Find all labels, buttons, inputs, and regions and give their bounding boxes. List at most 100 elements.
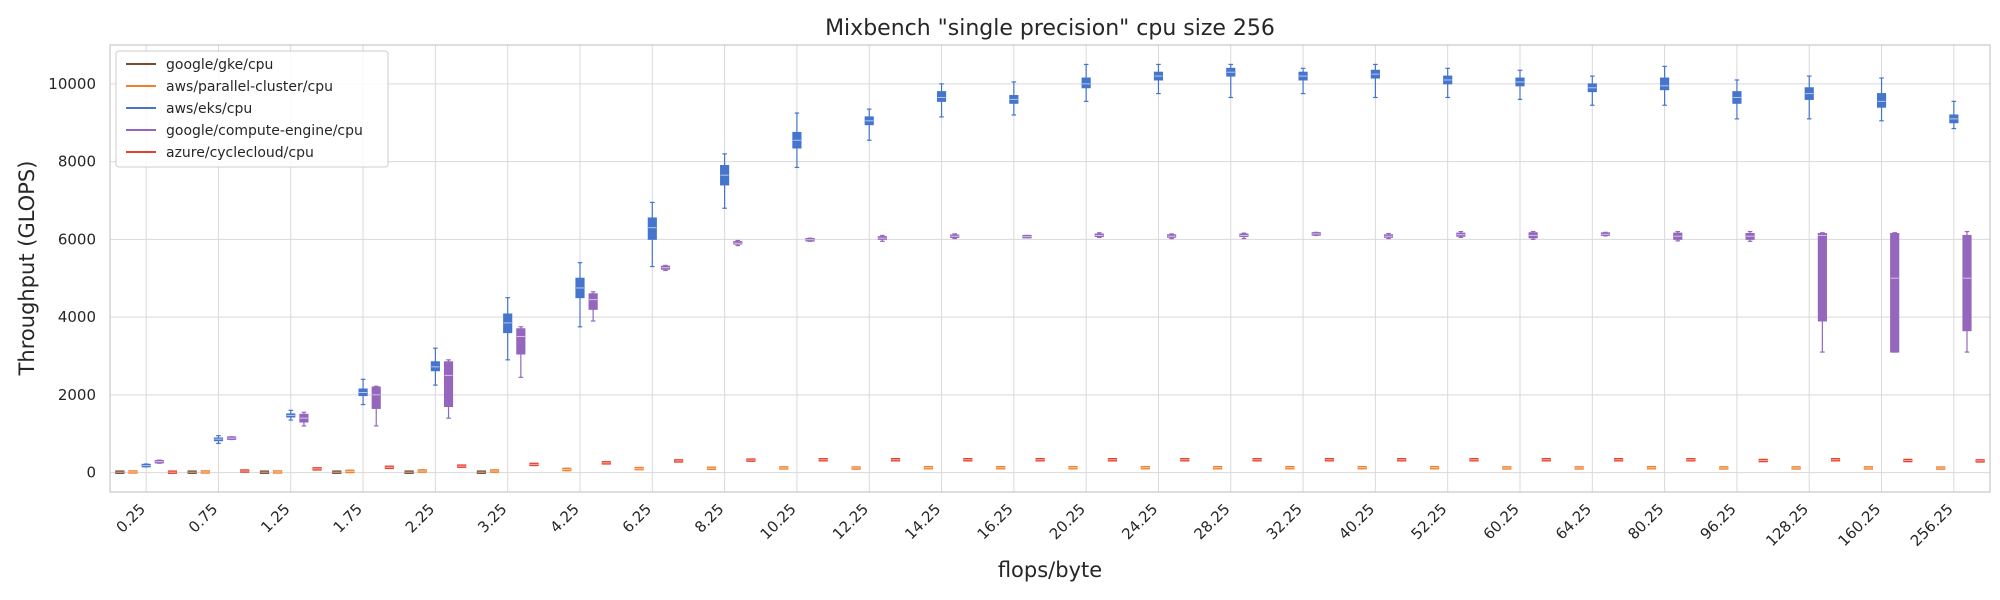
box-3-2	[299, 411, 309, 427]
x-tick-label: 0.25	[113, 500, 149, 536]
box-1-11	[923, 465, 933, 470]
box-2-20	[1587, 75, 1597, 106]
x-tick-label: 3.25	[474, 500, 510, 536]
box-3-10	[877, 234, 887, 242]
x-tick-label: 16.25	[974, 500, 1017, 543]
box-1-19	[1502, 466, 1512, 470]
box-3-4	[443, 359, 454, 419]
box-3-15	[1239, 232, 1249, 240]
box-1-0	[128, 470, 138, 474]
box-iqr	[516, 328, 526, 355]
legend-label: azure/cyclecloud/cpu	[166, 145, 314, 161]
box-2-0	[141, 463, 151, 468]
y-axis-label: Throughput (GLOPS)	[15, 161, 39, 377]
box-4-19	[1541, 457, 1551, 462]
chart-title: Mixbench "single precision" cpu size 256	[825, 16, 1275, 41]
box-1-5	[489, 469, 500, 473]
box-1-12	[996, 465, 1006, 470]
box-1-1	[200, 470, 210, 474]
box-3-12	[1022, 234, 1032, 239]
box-2-19	[1515, 69, 1525, 101]
x-tick-label: 14.25	[901, 500, 944, 543]
box-0-5	[476, 470, 486, 474]
y-tick-labels: 0 2000 4000 6000 8000 10000	[48, 75, 96, 482]
box-3-22	[1745, 230, 1755, 242]
box-1-25	[1936, 466, 1946, 470]
box-1-9	[779, 466, 789, 470]
box-3-8	[733, 239, 743, 247]
box-iqr	[1876, 93, 1887, 108]
box-3-17	[1383, 232, 1394, 240]
box-2-11	[936, 83, 947, 118]
x-axis-label: flops/byte	[998, 558, 1102, 582]
box-4-1	[240, 469, 250, 473]
box-0-2	[259, 470, 270, 474]
box-iqr	[1081, 77, 1091, 89]
x-tick-labels: 0.25 0.75 1.25 1.75 2.25 3.25 4.25 6.25 8.25 10.2…	[113, 500, 1957, 550]
box-1-4	[417, 469, 427, 473]
x-tick-label: 8.25	[691, 500, 727, 536]
box-3-0	[154, 459, 164, 464]
box-3-5	[516, 326, 526, 378]
box-iqr	[1890, 233, 1900, 353]
y-tick-label: 4000	[58, 308, 96, 326]
box-4-2	[312, 467, 322, 471]
box-2-10	[864, 108, 874, 141]
box-2-12	[1009, 81, 1019, 116]
box-0-0	[115, 470, 125, 474]
box-4-18	[1469, 457, 1479, 462]
box-2-21	[1660, 65, 1670, 106]
box-4-7	[674, 459, 684, 463]
box-4-20	[1614, 457, 1624, 462]
box-4-15	[1252, 457, 1262, 462]
x-tick-label: 256.25	[1907, 500, 1957, 550]
box-1-14	[1140, 465, 1150, 470]
x-tick-label: 28.25	[1190, 500, 1233, 543]
x-tick-label: 60.25	[1480, 500, 1523, 543]
box-1-17	[1357, 465, 1367, 470]
x-tick-label: 20.25	[1046, 500, 1089, 543]
legend: google/gke/cpu aws/parallel-cluster/cpu aw…	[115, 50, 389, 168]
box-plots	[115, 63, 1985, 474]
box-1-6	[562, 467, 572, 472]
box-2-9	[792, 112, 802, 169]
box-iqr	[1660, 77, 1670, 91]
box-3-24	[1890, 232, 1900, 353]
box-1-22	[1719, 466, 1729, 470]
box-iqr	[936, 91, 947, 102]
x-tick-label: 10.25	[757, 500, 800, 543]
x-tick-label: 128.25	[1762, 500, 1812, 550]
box-2-14	[1153, 63, 1164, 95]
box-2-2	[286, 409, 296, 421]
box-iqr	[647, 217, 657, 240]
box-4-25	[1975, 459, 1985, 463]
box-3-14	[1167, 233, 1177, 240]
box-2-25	[1949, 100, 1959, 130]
box-1-24	[1863, 466, 1873, 470]
box-3-9	[805, 237, 815, 242]
box-1-7	[634, 466, 644, 471]
box-2-23	[1804, 75, 1814, 120]
y-tick-label: 8000	[58, 153, 96, 171]
box-iqr	[1962, 234, 1972, 332]
box-iqr	[1817, 233, 1827, 322]
box-3-7	[660, 264, 671, 272]
box-iqr	[443, 361, 454, 407]
box-4-9	[818, 457, 828, 462]
x-tick-label: 24.25	[1118, 500, 1161, 543]
box-2-22	[1732, 79, 1742, 120]
legend-label: google/gke/cpu	[166, 57, 273, 73]
box-1-15	[1213, 465, 1223, 470]
box-3-21	[1673, 230, 1683, 242]
x-tick-label: 40.25	[1335, 500, 1378, 543]
x-tick-label: 6.25	[619, 500, 655, 536]
x-tick-label: 1.25	[257, 500, 293, 536]
box-4-17	[1397, 457, 1407, 462]
box-2-18	[1443, 67, 1453, 99]
box-2-15	[1226, 63, 1236, 99]
box-2-24	[1876, 77, 1887, 122]
box-2-1	[213, 435, 224, 445]
grid-lines	[110, 45, 1990, 492]
box-2-17	[1370, 63, 1380, 99]
